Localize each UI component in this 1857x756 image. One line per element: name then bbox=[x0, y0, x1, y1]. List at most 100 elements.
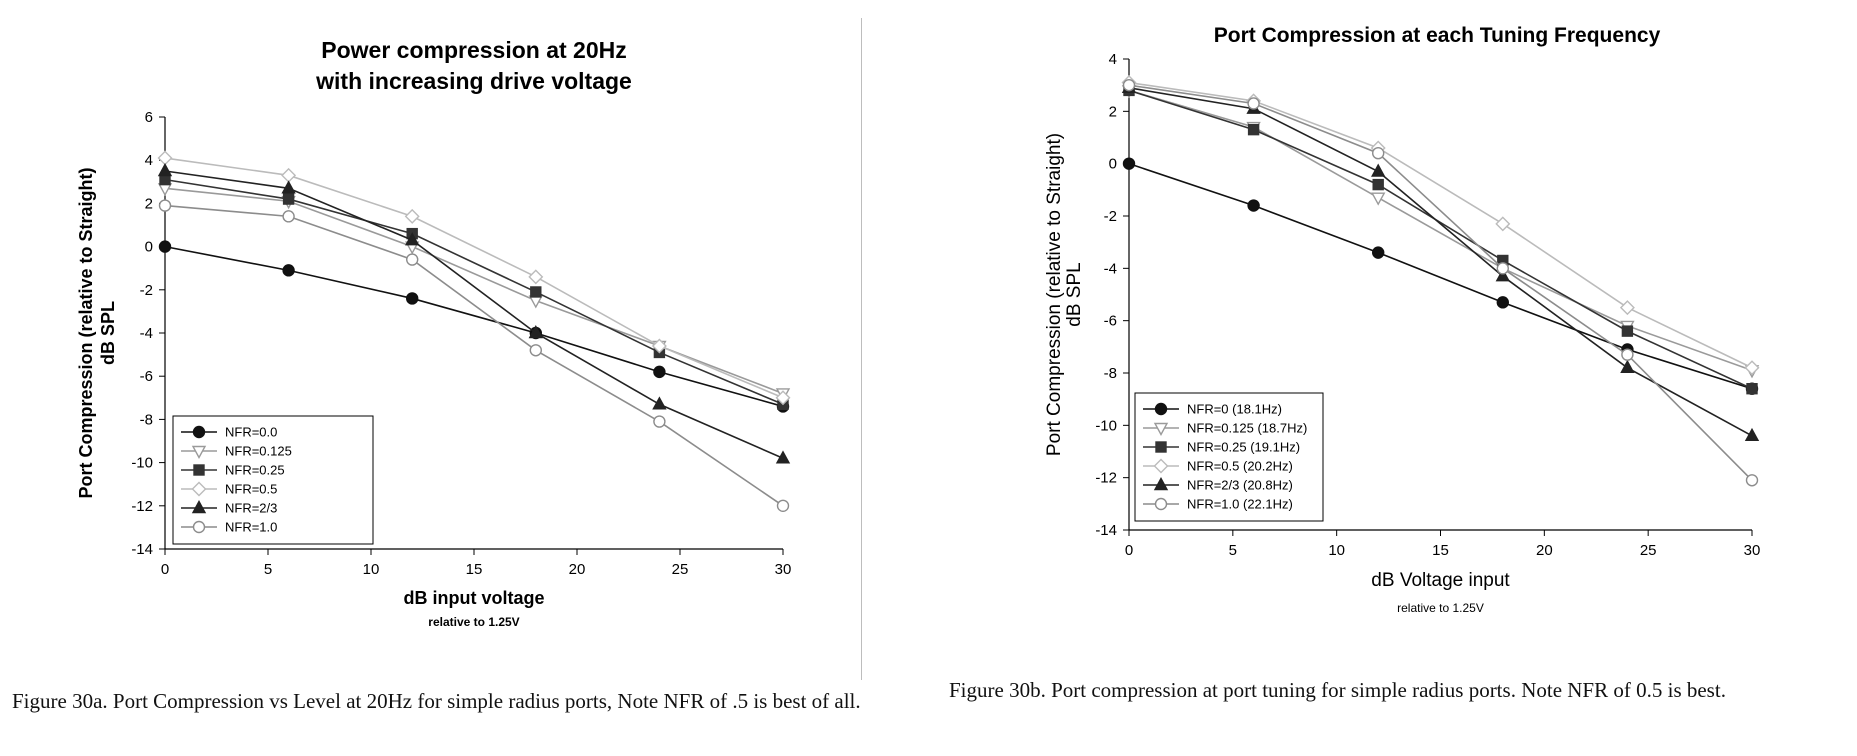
series-nfr-0-5-20-2hz bbox=[1121, 75, 1760, 376]
y-tick-label: -2 bbox=[140, 282, 153, 299]
legend-entry: NFR=0.5 bbox=[181, 482, 277, 497]
legend-label: NFR=2/3 bbox=[225, 501, 277, 516]
legend-entry: NFR=0.5 (20.2Hz) bbox=[1143, 459, 1293, 474]
y-tick-label: -14 bbox=[131, 541, 153, 558]
legend-marker bbox=[191, 481, 207, 497]
figure-canvas: Power compression at 20Hz with increasing… bbox=[76, 24, 1760, 629]
data-point bbox=[282, 210, 295, 223]
series-line bbox=[164, 178, 784, 406]
legend-marker bbox=[1155, 441, 1167, 453]
data-point bbox=[282, 264, 295, 277]
series-nfr-1-0 bbox=[158, 199, 790, 512]
legend-marker bbox=[193, 464, 205, 476]
data-point bbox=[1371, 146, 1385, 160]
legend-marker bbox=[1153, 477, 1169, 491]
y-tick-label: 2 bbox=[145, 195, 153, 212]
y-tick-label: -10 bbox=[131, 455, 153, 472]
y-axis-label-unit: dB SPL bbox=[1064, 262, 1085, 326]
y-tick-label: -12 bbox=[1095, 470, 1117, 487]
legend-label: NFR=0 (18.1Hz) bbox=[1187, 402, 1282, 417]
legend-entry: NFR=2/3 bbox=[181, 500, 277, 516]
x-tick-label: 20 bbox=[1536, 542, 1553, 559]
x-axis-label: dB Voltage input bbox=[1371, 570, 1510, 591]
y-tick-label: 2 bbox=[1109, 103, 1117, 120]
data-point bbox=[1122, 78, 1136, 92]
y-tick-label: 0 bbox=[145, 239, 153, 256]
data-point bbox=[528, 325, 543, 339]
legend-entry: NFR=1.0 (22.1Hz) bbox=[1143, 497, 1293, 512]
legend-label: NFR=0.125 (18.7Hz) bbox=[1187, 421, 1307, 436]
data-point bbox=[282, 193, 295, 205]
data-point bbox=[1371, 192, 1386, 206]
data-point bbox=[1122, 157, 1136, 170]
y-tick-label: -12 bbox=[131, 498, 153, 515]
data-point bbox=[1247, 199, 1260, 212]
legend-label: NFR=0.0 bbox=[225, 425, 277, 440]
data-point bbox=[158, 199, 172, 212]
series-line bbox=[164, 157, 784, 399]
legend-entry: NFR=0.25 (19.1Hz) bbox=[1143, 440, 1300, 455]
data-point bbox=[1371, 163, 1386, 177]
legend-entry: NFR=1.0 bbox=[181, 520, 277, 535]
data-point bbox=[158, 240, 172, 253]
data-point bbox=[1745, 474, 1759, 487]
y-tick-label: 4 bbox=[1109, 51, 1117, 68]
series-nfr-0-18-1hz bbox=[1122, 157, 1759, 395]
data-point bbox=[653, 415, 666, 428]
legend-label: NFR=0.25 bbox=[225, 463, 285, 478]
legend-label: NFR=0.25 (19.1Hz) bbox=[1187, 440, 1300, 455]
legend-marker bbox=[1154, 402, 1168, 416]
x-tick-label: 5 bbox=[264, 561, 272, 578]
data-point bbox=[157, 150, 173, 166]
y-axis-label-unit: dB SPL bbox=[98, 301, 118, 365]
series-nfr-2-3 bbox=[157, 163, 791, 464]
y-tick-label: -8 bbox=[1104, 365, 1117, 382]
y-tick-label: -14 bbox=[1095, 522, 1117, 539]
chart-port-compression-tuning: Port Compression at each Tuning Frequenc… bbox=[1044, 24, 1760, 615]
data-point bbox=[652, 396, 667, 410]
data-point bbox=[775, 450, 791, 464]
data-point bbox=[405, 232, 420, 246]
data-point bbox=[1496, 296, 1510, 309]
legend-label: NFR=2/3 (20.8Hz) bbox=[1187, 478, 1293, 493]
data-point bbox=[1619, 300, 1635, 316]
x-tick-label: 10 bbox=[1328, 542, 1345, 559]
data-point bbox=[1620, 359, 1635, 373]
x-tick-label: 30 bbox=[775, 561, 792, 578]
legend-marker bbox=[1153, 422, 1169, 436]
series-line bbox=[164, 187, 784, 395]
legend-marker bbox=[191, 500, 207, 514]
series-nfr-0-125-18-7hz bbox=[1121, 85, 1760, 379]
data-point bbox=[1621, 348, 1634, 361]
data-point bbox=[530, 286, 542, 298]
data-point bbox=[1744, 427, 1760, 441]
y-tick-label: -8 bbox=[140, 411, 153, 428]
data-point bbox=[406, 292, 419, 305]
series-nfr-0-25 bbox=[159, 173, 789, 410]
legend-box bbox=[172, 415, 374, 545]
legend-label: NFR=0.5 (20.2Hz) bbox=[1187, 459, 1293, 474]
legend: NFR=0.0 NFR=0.125 NFR=0.25 NFR=0.5 NFR=2/3 NF… bbox=[172, 415, 374, 545]
legend-marker bbox=[191, 445, 207, 459]
data-point bbox=[157, 163, 173, 177]
data-point bbox=[1247, 97, 1260, 110]
y-axis-label: Port Compression (relative to Straight) bbox=[1044, 133, 1065, 456]
chart-title: Power compression at 20Hz bbox=[321, 37, 627, 63]
caption-figure-30b: Figure 30b. Port compression at port tun… bbox=[949, 678, 1726, 702]
data-point bbox=[776, 499, 790, 512]
legend-entry: NFR=0.125 bbox=[181, 444, 292, 459]
data-point bbox=[653, 365, 666, 379]
series-line bbox=[1128, 81, 1753, 369]
series-line bbox=[164, 204, 784, 507]
chart-subtitle: with increasing drive voltage bbox=[315, 68, 632, 94]
series-line bbox=[164, 170, 784, 460]
legend-label: NFR=0.125 bbox=[225, 444, 292, 459]
data-point bbox=[1744, 360, 1760, 376]
y-tick-label: 4 bbox=[145, 152, 153, 169]
y-axis-label: Port Compression (relative to Straight) bbox=[76, 167, 96, 498]
data-point bbox=[1247, 123, 1260, 136]
data-point bbox=[1372, 178, 1384, 191]
series-nfr-0-0 bbox=[158, 240, 790, 413]
x-axis-note: relative to 1.25V bbox=[1397, 601, 1484, 615]
legend: NFR=0 (18.1Hz) NFR=0.125 (18.7Hz) NFR=0.25… bbox=[1134, 392, 1324, 522]
